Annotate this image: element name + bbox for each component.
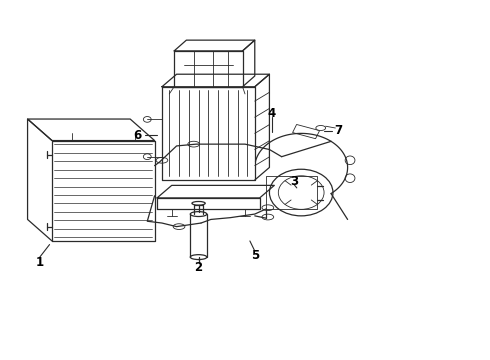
Circle shape (144, 154, 151, 159)
Ellipse shape (190, 212, 207, 216)
Ellipse shape (316, 126, 326, 131)
Text: 2: 2 (195, 261, 203, 274)
Text: 3: 3 (290, 175, 298, 188)
Text: 7: 7 (334, 124, 342, 137)
Ellipse shape (156, 157, 168, 163)
Ellipse shape (262, 214, 274, 220)
Text: 1: 1 (36, 256, 44, 269)
Text: 6: 6 (133, 129, 142, 142)
Ellipse shape (173, 224, 185, 229)
Circle shape (144, 117, 151, 122)
Circle shape (278, 176, 324, 209)
Ellipse shape (190, 255, 207, 260)
Ellipse shape (262, 205, 274, 211)
Text: 5: 5 (251, 249, 259, 262)
Circle shape (287, 182, 316, 203)
Text: 4: 4 (268, 107, 276, 120)
Ellipse shape (345, 174, 355, 183)
Ellipse shape (192, 202, 205, 205)
Circle shape (270, 169, 333, 216)
Ellipse shape (188, 141, 199, 147)
Ellipse shape (345, 156, 355, 165)
